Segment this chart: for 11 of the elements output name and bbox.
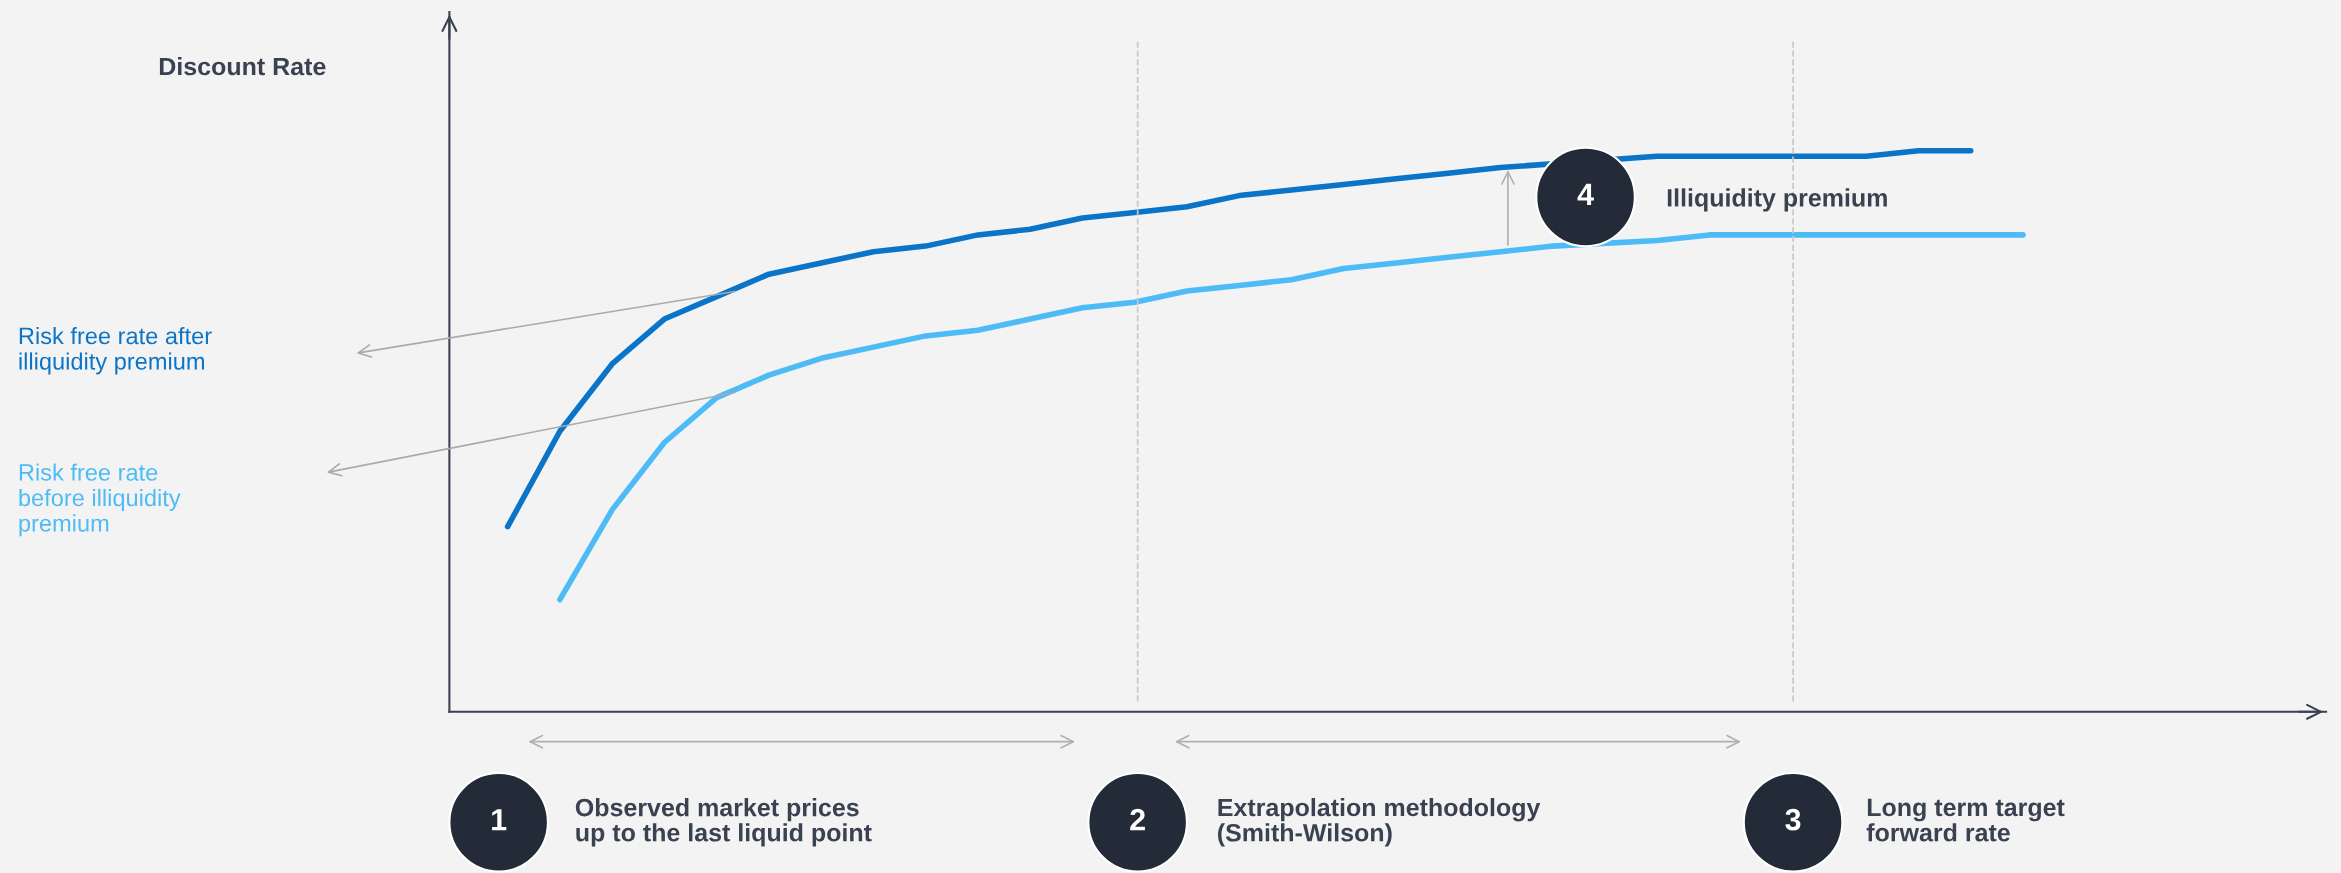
text: 2: [1130, 808, 1145, 831]
text: 3: [1785, 808, 1801, 831]
text: 1: [492, 809, 507, 831]
text: Risk free rate before illiquidity premium: [19, 463, 181, 537]
annotation: 4: [1577, 183, 1594, 205]
text: Observed market prices up to the last liquid point: [575, 798, 872, 847]
text: Long term target forward rate: [1866, 798, 2065, 842]
text: Discount Rate: [159, 56, 326, 76]
annotation: Illiquidity premium: [1667, 188, 1887, 212]
text: Risk free rate after illiquidity premium: [19, 326, 212, 375]
text: Extrapolation methodology (Smith-Wilson): [1218, 798, 1541, 847]
